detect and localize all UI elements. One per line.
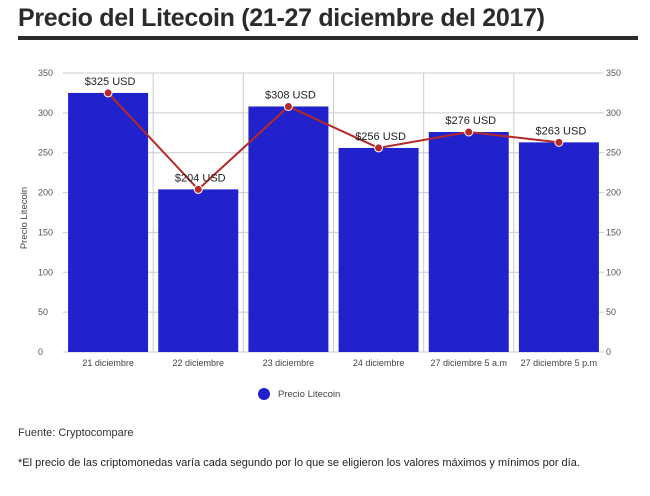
x-axis-labels: 21 diciembre 22 diciembre 23 diciembre 24 d… [82, 358, 597, 368]
price-point [283, 101, 293, 111]
bar [248, 106, 329, 352]
price-point [374, 143, 384, 153]
data-label: $204 USD [175, 172, 226, 184]
bar [518, 142, 599, 352]
legend-marker [258, 388, 270, 400]
data-labels: $325 USD $204 USD $308 USD $256 USD $276 USD… [85, 76, 587, 184]
y-axis-right-ticks: 0 50 100 150 200 250 300 350 [606, 68, 621, 357]
title-divider [18, 36, 638, 40]
bars [68, 92, 599, 352]
x-tick-label: 22 diciembre [172, 358, 224, 368]
price-point [193, 184, 203, 194]
y-tick-label-right: 350 [606, 68, 621, 78]
data-label: $308 USD [265, 89, 316, 101]
price-point [554, 137, 564, 147]
bar [338, 147, 419, 352]
x-tick-label: 27 diciembre 5 a.m [430, 358, 507, 368]
price-point [103, 88, 113, 98]
price-line [103, 88, 564, 194]
data-label: $325 USD [85, 76, 136, 88]
y-tick-label-right: 0 [606, 347, 611, 357]
y-tick-label-right: 50 [606, 307, 616, 317]
bar-line-chart: 0 50 100 150 200 250 300 350 0 50 100 150 200 250 300… [19, 68, 621, 400]
y-tick-label: 0 [38, 347, 43, 357]
page-title: Precio del Litecoin (21-27 diciembre del… [18, 4, 545, 32]
data-label: $256 USD [355, 131, 406, 143]
y-tick-label: 250 [38, 148, 53, 158]
bar [428, 131, 509, 352]
price-line-path [107, 92, 560, 191]
data-label: $276 USD [445, 115, 496, 127]
x-tick-label: 23 diciembre [263, 358, 315, 368]
y-tick-label-right: 150 [606, 227, 621, 237]
gridlines [63, 72, 604, 353]
price-point [464, 127, 474, 137]
y-tick-label: 100 [38, 267, 53, 277]
x-tick-label: 24 diciembre [353, 358, 405, 368]
y-tick-label-right: 300 [606, 108, 621, 118]
y-tick-label: 200 [38, 188, 53, 198]
x-tick-label: 27 diciembre 5 p.m [521, 358, 598, 368]
y-tick-label: 150 [38, 227, 53, 237]
y-tick-label: 350 [38, 68, 53, 78]
x-tick-label: 21 diciembre [82, 358, 134, 368]
y-tick-label: 50 [38, 307, 48, 317]
y-tick-label-right: 250 [606, 148, 621, 158]
y-tick-label-right: 100 [606, 267, 621, 277]
bar [68, 92, 149, 352]
footnote: *El precio de las criptomonedas varía ca… [18, 457, 580, 469]
legend-label: Precio Litecoin [278, 389, 340, 400]
y-axis-title: Precio Litecoin [19, 187, 30, 249]
source-note: Fuente: Cryptocompare [18, 427, 134, 439]
legend: Precio Litecoin [258, 388, 340, 400]
y-axis-left-ticks: 0 50 100 150 200 250 300 350 [38, 68, 53, 357]
data-label: $263 USD [536, 125, 587, 137]
bar [158, 189, 239, 352]
y-tick-label: 300 [38, 108, 53, 118]
y-tick-label-right: 200 [606, 188, 621, 198]
